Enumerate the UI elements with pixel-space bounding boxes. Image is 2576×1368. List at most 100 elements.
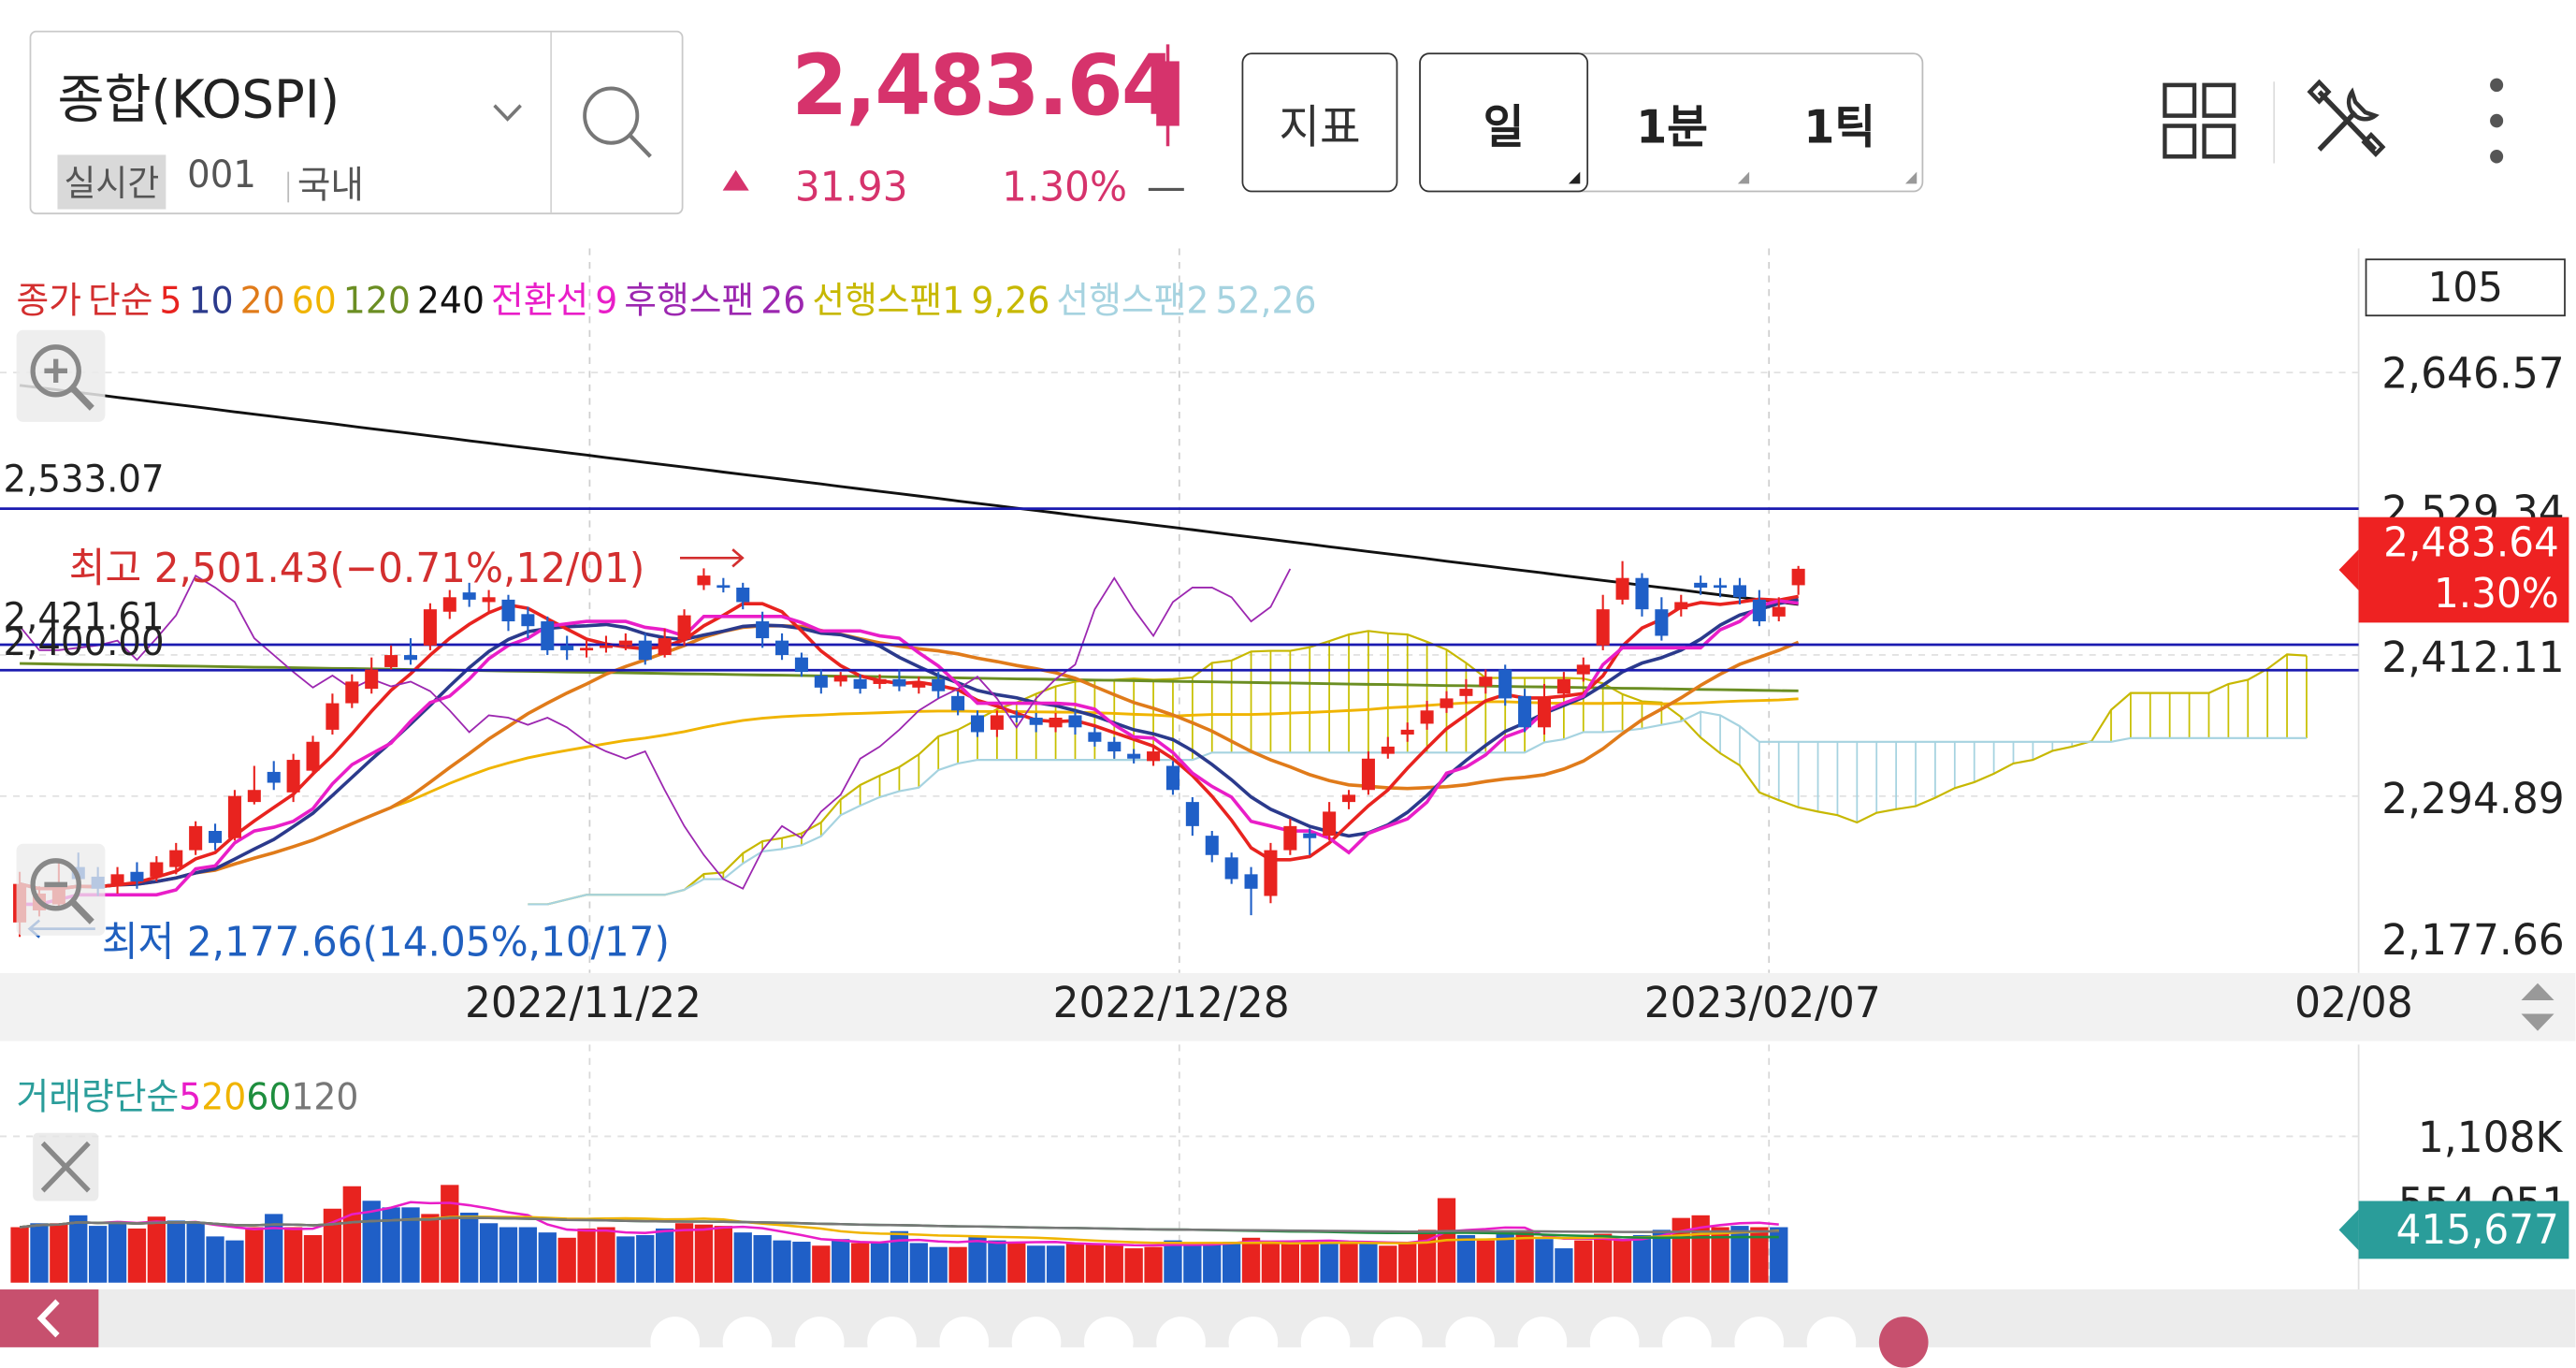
zoom-in-button[interactable] bbox=[16, 329, 106, 422]
date-axis[interactable] bbox=[0, 972, 2576, 1041]
zoom-out-button[interactable] bbox=[16, 843, 106, 936]
period-day-button[interactable]: 일 bbox=[1419, 52, 1589, 193]
tools-icon[interactable] bbox=[2306, 79, 2388, 164]
scroll-arrows-icon[interactable] bbox=[2513, 977, 2563, 1038]
candle-body bbox=[110, 874, 124, 884]
candle-body bbox=[580, 648, 594, 651]
page-dot[interactable] bbox=[722, 1317, 773, 1368]
page-dot[interactable] bbox=[1517, 1317, 1568, 1368]
chart-legend: 종가 단순 5 10 20 60 120 240 전환선 9 후행스팬 26 선행스팬1 9,26 선행스팬… bbox=[17, 272, 1324, 325]
candle-body bbox=[833, 675, 847, 682]
candle-icon bbox=[1156, 44, 1179, 147]
candle bbox=[736, 582, 750, 610]
candle-body bbox=[1694, 582, 1708, 588]
symbol-code: 001 bbox=[187, 154, 256, 197]
price-chart[interactable] bbox=[0, 248, 2575, 973]
back-button[interactable] bbox=[0, 1289, 99, 1347]
candle bbox=[1029, 712, 1043, 733]
legend-item: 종가 bbox=[16, 280, 82, 324]
candle bbox=[1459, 678, 1473, 704]
legend-item: 선행스팬2 bbox=[1056, 280, 1209, 324]
indicator-button[interactable]: 지표 bbox=[1241, 52, 1398, 193]
candle bbox=[1165, 761, 1179, 795]
page-dot[interactable] bbox=[650, 1317, 701, 1368]
leading-span-1-line bbox=[528, 630, 2308, 906]
candle-body bbox=[1537, 698, 1552, 728]
chevron-down-icon[interactable] bbox=[491, 97, 524, 133]
candle-body bbox=[1791, 568, 1805, 586]
volume-legend-item: 120 bbox=[291, 1076, 359, 1120]
candle-body bbox=[1440, 698, 1454, 708]
page-dot[interactable] bbox=[1228, 1317, 1279, 1368]
volume-bar bbox=[968, 1236, 987, 1283]
page-dot[interactable] bbox=[867, 1317, 917, 1368]
volume-legend-item: 60 bbox=[246, 1076, 292, 1120]
candle-body bbox=[189, 825, 203, 851]
page-dot[interactable] bbox=[1734, 1317, 1785, 1368]
page-dot[interactable] bbox=[1156, 1317, 1206, 1368]
current-price: 2,483.64 bbox=[791, 36, 1177, 135]
visible-period-count[interactable]: 105 bbox=[2365, 258, 2566, 317]
candle bbox=[1655, 597, 1669, 641]
close-volume-button[interactable] bbox=[33, 1132, 99, 1201]
page-dot[interactable] bbox=[1011, 1317, 1062, 1368]
candle-body bbox=[1400, 729, 1414, 735]
page-dot[interactable] bbox=[1806, 1317, 1857, 1368]
volume-bar bbox=[479, 1223, 499, 1283]
hline-label-2: 2,421.61 bbox=[3, 597, 165, 640]
candle bbox=[1615, 560, 1629, 605]
page-dot[interactable] bbox=[1300, 1317, 1351, 1368]
volume-bar bbox=[1320, 1240, 1339, 1283]
page-dot[interactable] bbox=[939, 1317, 990, 1368]
legend-item: 60 bbox=[291, 280, 337, 324]
hline-label-1: 2,533.07 bbox=[3, 458, 165, 502]
volume-bar bbox=[1359, 1243, 1378, 1283]
candle-body bbox=[1303, 833, 1317, 838]
page-dot[interactable] bbox=[794, 1317, 845, 1368]
volume-bar bbox=[1398, 1242, 1417, 1283]
page-dot[interactable] bbox=[1878, 1317, 1929, 1368]
volume-bar bbox=[1164, 1240, 1182, 1283]
price-change: 31.93 bbox=[794, 163, 908, 211]
period-selector: 일 1분 1틱 bbox=[1419, 52, 1924, 193]
price-change-percent: 1.30% bbox=[1002, 163, 1128, 211]
page-dot[interactable] bbox=[1445, 1317, 1495, 1368]
volume-bar bbox=[597, 1227, 615, 1283]
candle bbox=[541, 616, 555, 656]
volume-bar bbox=[1379, 1245, 1397, 1283]
candle bbox=[833, 672, 847, 687]
page-dot[interactable] bbox=[1662, 1317, 1712, 1368]
symbol-selector[interactable]: 종합(KOSPI) 실시간 001 국내 bbox=[29, 30, 684, 215]
volume-bar bbox=[1730, 1226, 1749, 1283]
candle bbox=[365, 657, 379, 694]
candle bbox=[1185, 796, 1199, 837]
volume-bar bbox=[733, 1232, 752, 1283]
volume-bar bbox=[245, 1227, 264, 1283]
candle-body bbox=[990, 715, 1004, 730]
period-1min-button[interactable]: 1분 bbox=[1588, 54, 1756, 190]
volume-bar bbox=[1241, 1237, 1261, 1283]
candle bbox=[1068, 710, 1082, 735]
candle bbox=[618, 633, 632, 650]
candle bbox=[697, 568, 711, 590]
page-footer bbox=[0, 1289, 2576, 1347]
price-axis-label: 2,646.57 bbox=[2381, 348, 2565, 399]
candle-body bbox=[932, 678, 946, 691]
volume-bar bbox=[382, 1207, 400, 1283]
volume-chart[interactable] bbox=[0, 1044, 2575, 1290]
page-dot[interactable] bbox=[1083, 1317, 1134, 1368]
candle bbox=[912, 677, 926, 694]
high-annotation-text: 최고 2,501.43(−0.71%,12/01) bbox=[68, 544, 645, 592]
candle-body bbox=[1361, 758, 1375, 791]
volume-ma-5-line bbox=[19, 1201, 1779, 1247]
grid-layout-icon[interactable] bbox=[2162, 81, 2237, 160]
candle-body bbox=[1009, 715, 1023, 719]
more-vertical-icon[interactable] bbox=[2472, 75, 2522, 167]
search-button[interactable] bbox=[552, 33, 683, 213]
candle bbox=[384, 645, 398, 670]
candle bbox=[1556, 672, 1570, 699]
candle-body bbox=[1518, 695, 1532, 728]
page-dot[interactable] bbox=[1373, 1317, 1423, 1368]
period-1tick-button[interactable]: 1틱 bbox=[1756, 54, 1923, 190]
page-dot[interactable] bbox=[1589, 1317, 1640, 1368]
